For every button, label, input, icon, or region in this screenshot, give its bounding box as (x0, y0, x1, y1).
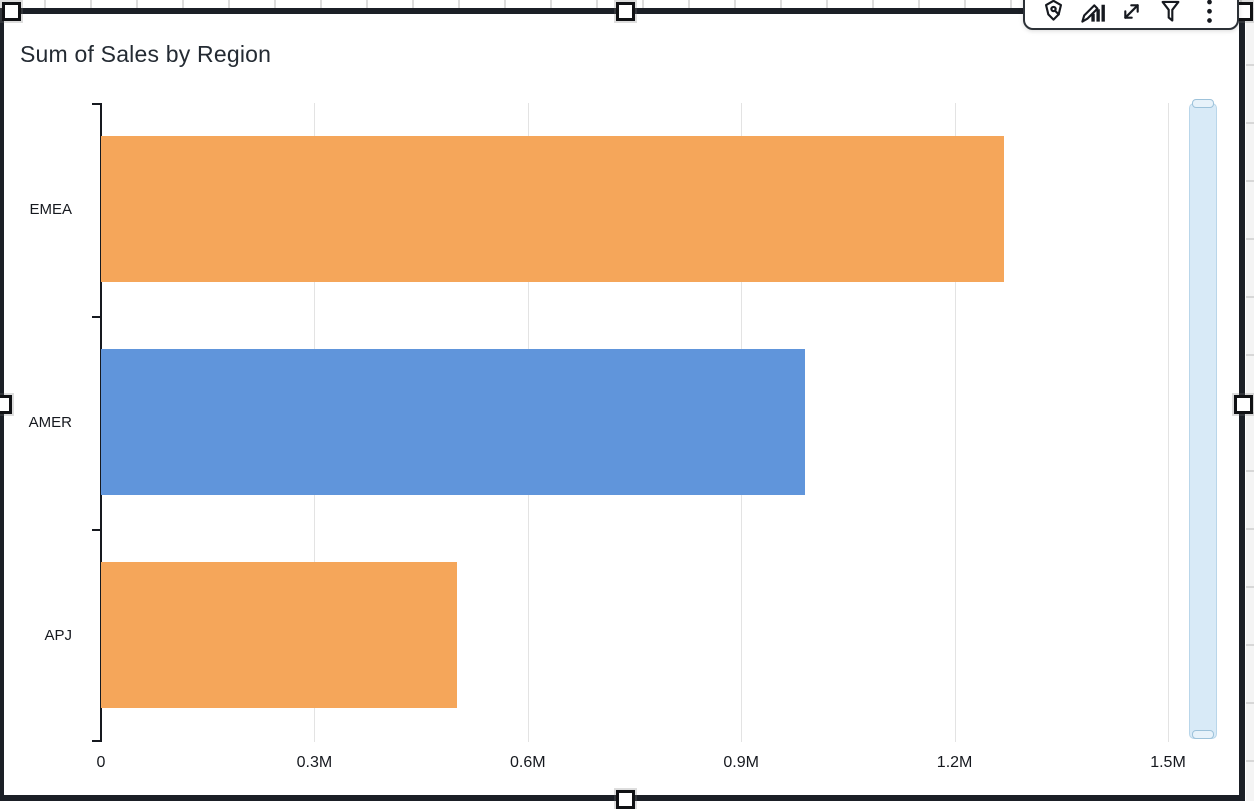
x-axis-label: 0 (96, 754, 106, 771)
filter-funnel-icon[interactable] (1154, 0, 1186, 27)
resize-handle-top-center[interactable] (615, 1, 635, 21)
menu-dots-icon[interactable] (1193, 0, 1225, 27)
y-axis-tick (92, 529, 101, 531)
bar-row (101, 103, 1168, 316)
y-axis-tick (92, 316, 101, 318)
gridline (954, 103, 956, 742)
y-axis-tick (92, 103, 101, 105)
edit-chart-icon[interactable] (1076, 0, 1108, 27)
x-axis-label: 0.9M (723, 754, 759, 771)
resize-handle-middle-right[interactable] (1233, 394, 1253, 414)
gridline (1168, 103, 1169, 742)
scrollbar-top-grip[interactable] (1192, 99, 1214, 108)
y-axis-label: APJ (44, 627, 72, 644)
visual-title[interactable]: Sum of Sales by Region (20, 41, 272, 67)
pen-nib-icon[interactable] (1037, 0, 1069, 27)
x-axis-label: 1.2M (936, 754, 973, 771)
y-axis-label: AMER (28, 414, 72, 431)
bar-amer[interactable] (101, 349, 806, 495)
plot-area (101, 103, 1169, 742)
bar-emea[interactable] (101, 136, 1005, 282)
resize-handle-middle-left[interactable] (0, 394, 12, 414)
chart-scrollbar[interactable] (1189, 103, 1217, 739)
x-axis-label: 0.3M (296, 754, 333, 771)
bar-row (101, 316, 1168, 529)
scrollbar-bottom-grip[interactable] (1192, 730, 1214, 739)
visual-toolbar (1023, 0, 1239, 30)
x-axis-labels: 0 0.3M 0.6M 0.9M 1.2M 1.5M (97, 754, 1186, 780)
x-axis-label: 0.6M (510, 754, 546, 771)
resize-arrows-icon[interactable] (1115, 0, 1147, 27)
bar-row (101, 529, 1168, 742)
y-axis-label: EMEA (29, 201, 72, 218)
resize-handle-top-left[interactable] (1, 1, 21, 21)
resize-handle-bottom-center[interactable] (615, 789, 635, 809)
y-axis-labels: EMEA AMER APJ (0, 103, 88, 742)
bar-apj[interactable] (101, 562, 457, 708)
x-axis-label: 1.5M (1150, 754, 1186, 771)
y-axis-tick (92, 740, 101, 742)
